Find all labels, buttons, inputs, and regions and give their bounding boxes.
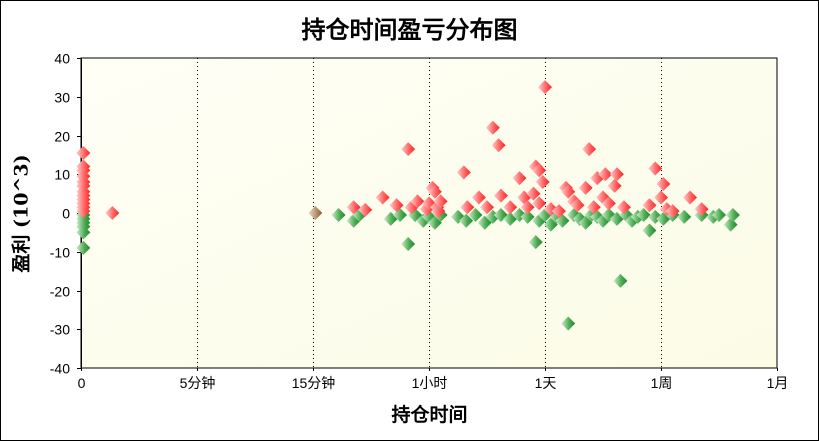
data-point-diamond	[410, 194, 425, 209]
data-point-diamond	[694, 202, 709, 217]
y-tick-label: 30	[54, 90, 70, 106]
data-point-diamond	[105, 206, 120, 220]
data-point-diamond	[528, 235, 543, 250]
data-point-diamond	[561, 316, 576, 331]
data-point-diamond	[665, 204, 680, 219]
data-point-diamond	[427, 184, 442, 199]
data-point-diamond	[532, 196, 547, 211]
data-point-diamond	[485, 120, 500, 135]
data-point-diamond	[535, 175, 550, 189]
data-point-diamond	[460, 200, 475, 215]
y-tick-label: 10	[54, 167, 70, 183]
data-point-diamond	[654, 190, 668, 205]
data-point-diamond	[613, 273, 628, 288]
x-tick-label: 5分钟	[180, 375, 216, 391]
data-point-diamond	[520, 209, 535, 224]
data-point-diamond	[503, 200, 518, 215]
y-tick-label: -40	[50, 361, 70, 377]
x-axis: 0 5分钟 15分钟 1小时 1天 1周 1月	[78, 368, 789, 391]
x-tick-label: 1天	[535, 375, 557, 391]
data-point-diamond	[570, 198, 585, 213]
data-point-diamond	[493, 188, 508, 203]
data-point-diamond	[346, 200, 361, 215]
data-point-diamond	[389, 198, 404, 213]
y-tick-label: -20	[50, 284, 70, 300]
chart-title: 持仓时间盈亏分布图	[301, 15, 518, 44]
data-point-diamond	[331, 207, 346, 222]
y-tick-label: 40	[54, 51, 70, 67]
x-tick-label: 15分钟	[292, 375, 336, 391]
data-point-diamond	[76, 240, 91, 255]
data-point-diamond	[480, 200, 494, 215]
data-point-diamond	[677, 209, 692, 224]
data-point-diamond	[491, 138, 506, 153]
data-point-diamond	[725, 207, 740, 222]
data-point-diamond	[538, 80, 552, 95]
x-tick-label: 0	[78, 375, 86, 391]
data-point-diamond	[601, 196, 616, 211]
x-axis-label: 持仓时间	[391, 404, 468, 426]
data-point-diamond	[636, 207, 651, 222]
data-point-diamond	[683, 190, 697, 205]
data-point-diamond	[456, 165, 471, 180]
data-point-diamond	[358, 202, 373, 217]
data-point-diamond	[308, 206, 323, 220]
data-point-diamond	[401, 237, 416, 251]
data-point-diamond	[76, 204, 91, 219]
data-point-diamond	[76, 145, 91, 160]
data-point-diamond	[459, 213, 474, 228]
data-point-diamond	[532, 163, 547, 178]
data-point-diamond	[468, 207, 483, 222]
data-point-diamond	[512, 171, 527, 186]
data-point-diamond	[598, 167, 613, 182]
data-point-diamond	[431, 204, 446, 219]
data-point-diamond	[648, 161, 663, 176]
data-point-diamond	[578, 180, 593, 195]
data-point-diamond	[401, 142, 416, 157]
data-point-diamond	[582, 142, 597, 157]
data-point-diamond	[76, 225, 91, 240]
data-point-diamond	[712, 207, 726, 222]
data-point-diamond	[609, 167, 624, 182]
data-point-diamond	[471, 190, 486, 205]
data-point-diamond	[607, 178, 622, 193]
x-tick-label: 1小时	[412, 375, 448, 391]
x-tick-label: 1周	[651, 375, 673, 391]
data-point-diamond	[375, 190, 390, 205]
data-point-diamond	[551, 204, 566, 219]
y-tick-label: 0	[62, 206, 70, 222]
data-point-diamond	[526, 186, 541, 201]
data-point-diamond	[642, 223, 657, 238]
y-tick-label: -10	[50, 245, 70, 261]
data-points	[76, 80, 740, 331]
data-point-diamond	[723, 217, 738, 232]
y-tick-label: 20	[54, 129, 70, 145]
data-point-diamond	[642, 198, 657, 213]
plot-area	[80, 57, 778, 369]
x-tick-label: 1月	[767, 375, 789, 391]
data-point-diamond	[616, 200, 631, 215]
data-point-diamond	[586, 200, 601, 215]
y-tick-label: -30	[50, 322, 70, 338]
y-axis: 40 30 20 10 0 -10 -20 -30 -40	[50, 51, 82, 377]
data-point-diamond	[433, 194, 448, 209]
data-point-diamond	[656, 176, 671, 191]
data-point-diamond	[520, 200, 535, 215]
data-point-diamond	[561, 184, 576, 199]
